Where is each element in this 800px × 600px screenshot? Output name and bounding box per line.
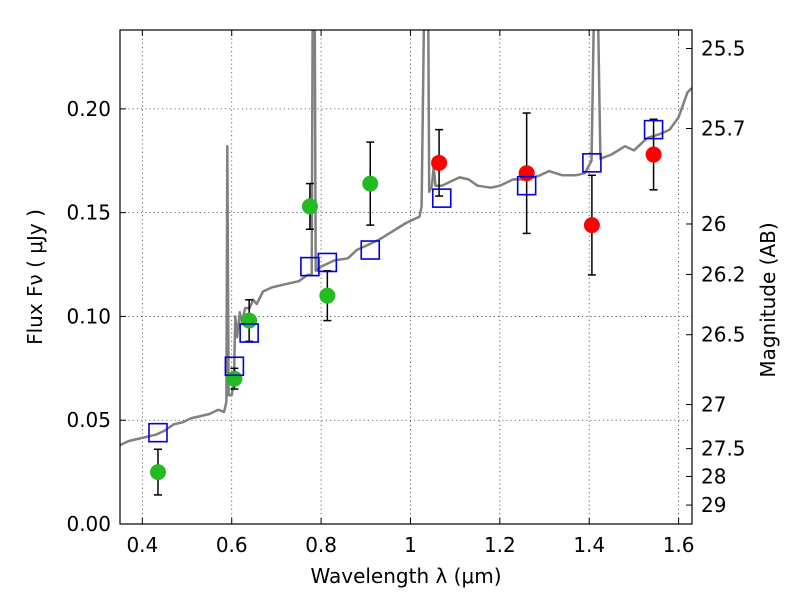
observed-ir-point <box>645 146 662 163</box>
x-tick-label: 1.2 <box>484 533 516 557</box>
model-flux-square <box>431 188 452 208</box>
right-tick-label: 27 <box>701 393 726 417</box>
observed-optical-point <box>319 287 336 304</box>
right-tick-label: 26.5 <box>701 323 746 347</box>
y-tick-label: 0.10 <box>66 304 111 328</box>
x-axis-label: Wavelength λ (μm) <box>310 564 501 588</box>
x-tick-label: 0.8 <box>305 533 337 557</box>
y-axis-label: Flux Fν ( μJy ) <box>23 209 47 345</box>
right-tick-label: 28 <box>701 464 726 488</box>
observed-optical-point <box>301 198 318 215</box>
y-tick-label: 0.05 <box>66 408 111 432</box>
model-flux-square <box>360 240 381 260</box>
right-tick-label: 26 <box>701 212 726 236</box>
observed-optical-point <box>241 312 258 329</box>
plot-frame <box>119 29 693 525</box>
observed-ir-point <box>518 165 535 182</box>
spectrum-layer <box>120 30 692 447</box>
x-tick-label: 0.4 <box>126 533 158 557</box>
y-tick-label: 0.20 <box>66 97 111 121</box>
right-tick-label: 26.2 <box>701 262 746 286</box>
observed-ir-point <box>431 154 448 171</box>
x-tick-label: 1.4 <box>573 533 605 557</box>
ticks: 0.4 0.6 0.8 1 1.2 1.4 1.6 0.00 0.05 0.10 0.15 0.20 2… <box>66 30 746 557</box>
observed-optical-point <box>149 464 166 481</box>
right-tick-label: 27.5 <box>701 437 746 461</box>
right-tick-label: 25.7 <box>701 116 746 140</box>
observed-optical-point <box>362 175 379 192</box>
observed-optical-point <box>226 370 243 387</box>
right-tick-label: 29 <box>701 493 726 517</box>
y-tick-label: 0.00 <box>66 512 111 536</box>
x-tick-label: 1 <box>404 533 417 557</box>
model-flux-square <box>643 119 664 140</box>
model-flux-square <box>224 356 245 377</box>
model-flux-square <box>239 323 259 343</box>
model-flux-square <box>516 175 537 196</box>
data-points-layer <box>148 112 664 496</box>
y-tick-label: 0.15 <box>66 201 111 225</box>
grid <box>120 30 692 525</box>
right-tick-label: 25.5 <box>701 37 746 61</box>
model-spectrum-line <box>120 30 692 447</box>
y-axis-right-label: Magnitude (AB) <box>756 222 780 377</box>
x-tick-label: 1.6 <box>663 533 695 557</box>
model-flux-square <box>317 252 338 273</box>
x-tick-label: 0.6 <box>216 533 248 557</box>
model-flux-square <box>148 422 168 443</box>
observed-ir-point <box>583 217 600 234</box>
model-flux-square <box>582 153 602 173</box>
